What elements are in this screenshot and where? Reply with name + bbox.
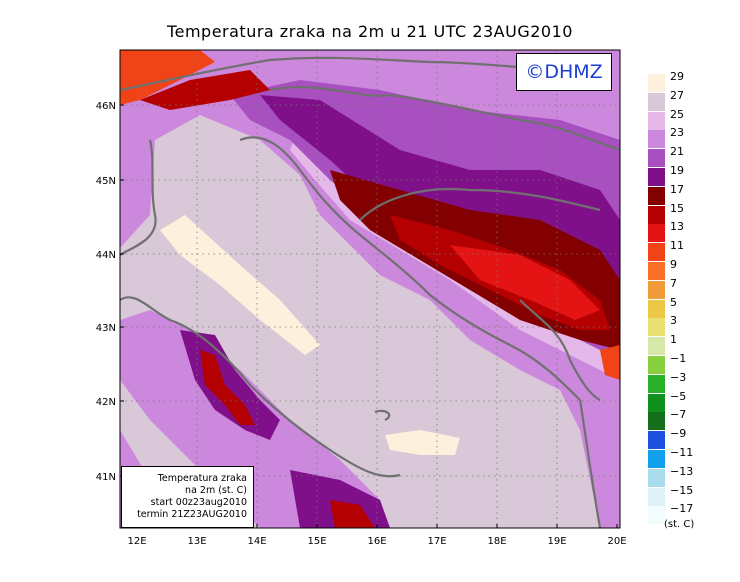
legend-label: 15 [670,201,684,215]
y-tick-44n: 44N [96,250,116,261]
info-line-unit: na 2m (st. C) [185,485,247,496]
legend-label: −3 [670,370,687,384]
x-axis-labels: 12E 13E 14E 15E 16E 17E 18E 19E 20E [127,536,626,547]
x-tick-12e: 12E [127,536,146,547]
se-orange-spot [600,345,620,380]
info-box: Temperatura zraka na 2m (st. C) start 00… [121,466,254,528]
northern-border [120,56,581,92]
legend-swatch [648,431,665,450]
legend-swatch [648,374,665,393]
y-tick-46n: 46N [96,101,116,112]
x-tick-14e: 14E [247,536,266,547]
legend-label: 23 [670,126,684,140]
info-line-start: start 00z23aug2010 [150,497,247,508]
x-tick-13e: 13E [187,536,206,547]
x-tick-19e: 19E [547,536,566,547]
legend-label: 3 [670,314,677,328]
legend-swatch [648,337,665,356]
legend-label: 21 [670,145,684,159]
legend-label: 1 [670,333,677,347]
bosnia-border [359,187,601,221]
montenegro-border [519,299,601,401]
y-tick-42n: 42N [96,397,116,408]
info-line-termin: termin 21Z23AUG2010 [137,509,247,520]
legend-label: −9 [670,427,687,441]
legend-swatch [648,168,665,186]
legend-label: −15 [670,483,694,497]
legend-label: 25 [670,107,684,121]
y-tick-45n: 45N [96,176,116,187]
dhmz-copyright-badge: ©DHMZ [516,53,612,91]
legend-swatch [648,280,665,299]
x-tick-16e: 16E [367,536,386,547]
sea-warm-tongue-north [160,215,320,355]
italy-red-hills [200,350,255,425]
legend-swatch [648,149,665,168]
legend-label: 5 [670,295,677,309]
legend-label: −7 [670,408,687,422]
legend-swatch [648,412,665,431]
legend-swatch [648,205,665,224]
legend-swatch [648,243,665,262]
italy-red-south [330,500,375,528]
legend-swatch [648,262,665,280]
legend-label: −17 [670,502,694,516]
nw-red-region [140,70,270,110]
legend-label: −1 [670,352,687,365]
croatia-border [269,86,620,152]
legend-label: 17 [670,182,684,196]
legend-swatch [648,393,665,412]
map-title: Temperatura zraka na 2m u 21 UTC 23AUG20… [167,22,573,41]
legend-label: 27 [670,88,684,102]
legend-swatch [648,111,665,130]
legend-label: −13 [670,464,694,478]
legend-swatch [648,318,665,337]
inland-bright-red-region [450,245,600,320]
map-frame [119,49,621,529]
legend-swatch [648,506,665,525]
legend-label: 13 [670,220,684,234]
legend-swatch [648,74,665,92]
albania-coastline [578,399,602,528]
sea-warm-tongue-south [385,430,460,455]
legend-label: 29 [670,70,684,83]
italy-east-coastline [120,296,401,478]
legend-swatch [648,450,665,468]
x-tick-15e: 15E [307,536,326,547]
x-tick-18e: 18E [487,536,506,547]
gargano-peninsula [374,409,391,421]
info-line-variable: Temperatura zraka [157,473,247,484]
legend-swatch [648,186,665,205]
legend-swatch [648,224,665,243]
legend-swatch [648,92,665,111]
x-tick-20e: 20E [607,536,626,547]
nw-orange-region [120,50,215,105]
legend-swatch [648,487,665,506]
legend-label: 7 [670,276,677,290]
y-tick-43n: 43N [96,323,116,334]
legend-label: −5 [670,389,687,403]
legend-label: 19 [670,164,684,177]
legend-swatch [648,299,665,318]
legend-label: 11 [670,239,684,253]
x-tick-17e: 17E [427,536,446,547]
italy-adriatic-coastline [120,139,157,256]
legend-swatch [648,468,665,487]
legend-label: −11 [670,446,694,459]
coastlines-borders [120,56,620,528]
legend-swatch [648,130,665,149]
legend-swatch [648,356,665,374]
y-axis-labels: 46N 45N 44N 43N 42N 41N [96,101,116,483]
legend-label: 9 [670,258,677,271]
legend-unit: (st. C) [664,519,695,530]
croatian-coastline [239,136,581,401]
y-tick-41n: 41N [96,472,116,483]
